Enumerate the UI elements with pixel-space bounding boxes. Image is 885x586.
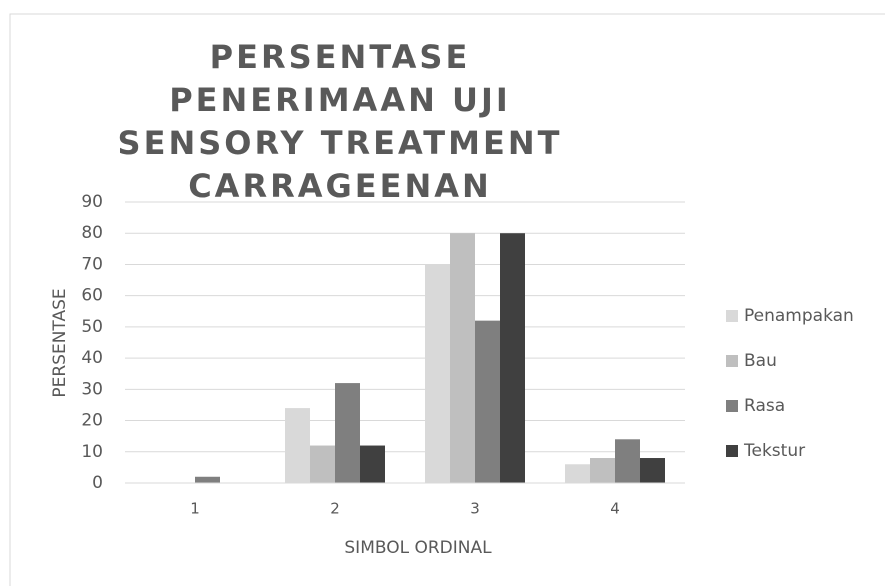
legend-swatch (726, 400, 738, 412)
x-tick-label: 2 (330, 500, 340, 518)
bar (450, 233, 475, 483)
bar (310, 445, 335, 483)
y-tick-label: 80 (81, 223, 103, 243)
legend-label: Bau (744, 351, 777, 371)
y-tick-label: 60 (81, 286, 103, 306)
x-tick-label: 1 (190, 500, 200, 518)
chart-title: PERSENTASE PENERIMAAN UJI SENSORY TREATM… (117, 38, 563, 205)
legend-swatch (726, 355, 738, 367)
legend-swatch (726, 310, 738, 322)
bar (285, 408, 310, 483)
bar (500, 233, 525, 483)
y-tick-label: 0 (92, 473, 103, 493)
y-tick-label: 30 (81, 379, 103, 399)
x-tick-label: 3 (470, 500, 480, 518)
y-tick-label: 40 (81, 348, 103, 368)
y-tick-label: 90 (81, 192, 103, 212)
bar (590, 458, 615, 483)
bar (335, 383, 360, 483)
y-tick-label: 70 (81, 254, 103, 274)
legend-label: Tekstur (743, 441, 805, 461)
x-tick-label: 4 (610, 500, 620, 518)
y-tick-label: 20 (81, 411, 103, 431)
chart-border (9, 13, 885, 586)
legend-label: Rasa (744, 396, 785, 416)
bar (565, 464, 590, 483)
bar (615, 439, 640, 483)
legend-swatch (726, 445, 738, 457)
x-axis-label: SIMBOL ORDINAL (344, 538, 492, 558)
legend-label: Penampakan (744, 306, 854, 326)
bar (425, 264, 450, 483)
y-tick-label: 50 (81, 317, 103, 337)
bar (475, 320, 500, 483)
bar (640, 458, 665, 483)
y-tick-label: 10 (81, 442, 103, 462)
bar (360, 445, 385, 483)
bar (195, 476, 220, 483)
y-axis-label: PERSENTASE (50, 288, 70, 397)
